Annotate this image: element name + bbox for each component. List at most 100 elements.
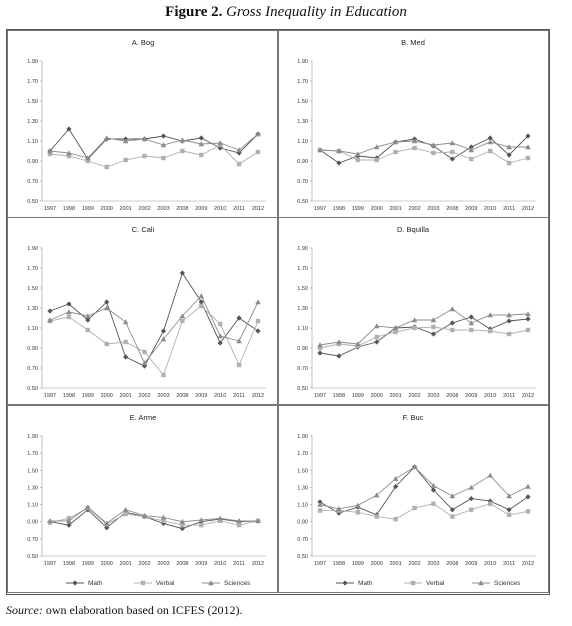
chart-svg: A. Bog 0.50 0.70 0.90 1.10 1.30 1.50 1.70 1.90 19… [27, 38, 266, 212]
x-tick-label: 2003 [427, 206, 439, 212]
data-point [468, 320, 475, 326]
data-point [85, 317, 91, 323]
data-point [160, 328, 167, 334]
data-point [355, 157, 361, 163]
data-point [141, 360, 148, 366]
data-point [85, 313, 91, 319]
data-point [180, 318, 185, 324]
chart-title: A. Bog [132, 38, 155, 47]
data-point [104, 299, 110, 305]
x-tick-label: 2011 [233, 561, 245, 567]
series-line [319, 326, 529, 349]
data-point [179, 137, 186, 143]
data-point [412, 325, 417, 331]
x-tick-label: 2001 [120, 206, 132, 212]
y-tick-label: 0.70 [297, 366, 308, 372]
series-line [49, 305, 259, 376]
data-point [47, 308, 53, 314]
data-point [431, 501, 436, 506]
y-tick-label: 1.90 [297, 59, 308, 65]
y-tick-label: 0.50 [27, 554, 38, 560]
data-point [217, 340, 223, 346]
y-tick-label: 1.90 [27, 246, 38, 252]
chart-panel-bquilla: D. Bquilla 0.50 0.70 0.90 1.10 1.30 1.50 1.70 1.… [277, 217, 549, 405]
data-point [373, 323, 380, 329]
y-tick-label: 0.50 [297, 199, 308, 205]
data-point [506, 160, 512, 166]
data-point [217, 518, 223, 524]
data-point [469, 156, 474, 162]
x-tick-label: 2008 [176, 206, 188, 212]
data-point [317, 342, 323, 348]
data-point [506, 331, 512, 337]
data-point [374, 514, 379, 519]
data-point [506, 318, 512, 324]
series-line [49, 144, 259, 168]
data-point [525, 144, 531, 150]
legend-label: Verbal [156, 580, 175, 587]
data-point [506, 493, 512, 499]
data-point [317, 350, 323, 356]
x-tick-label: 2008 [446, 561, 458, 567]
data-point [355, 510, 361, 515]
data-point [85, 504, 91, 510]
data-point [449, 306, 456, 312]
data-point [123, 511, 128, 517]
data-point [336, 148, 342, 154]
series-line [49, 271, 259, 367]
y-tick-label: 1.30 [27, 485, 38, 491]
y-tick-label: 0.90 [27, 346, 38, 352]
data-point [180, 522, 185, 528]
data-point [217, 321, 223, 327]
data-point [506, 507, 512, 513]
series-line [319, 466, 529, 510]
series-line [320, 503, 529, 520]
data-point [506, 144, 512, 150]
data-point [487, 312, 493, 318]
chart-panel-bog: A. Bog 0.50 0.70 0.90 1.10 1.30 1.50 1.70 1.90 19… [7, 30, 279, 218]
data-point [85, 155, 91, 161]
x-tick-label: 1999 [352, 393, 364, 399]
data-point [392, 325, 399, 331]
series-verbal [317, 145, 531, 166]
data-point [449, 320, 455, 326]
chart-legend: Math Verbal Sciences [66, 580, 251, 587]
x-tick-label: 1998 [63, 393, 75, 399]
x-tick-label: 2001 [120, 393, 132, 399]
x-tick-label: 1999 [82, 206, 94, 212]
data-point [430, 331, 437, 337]
data-point [66, 126, 72, 132]
chart-title: B. Med [401, 38, 425, 47]
data-point [161, 518, 166, 524]
chart-title: F. Buc [403, 413, 424, 422]
y-tick-label: 1.90 [27, 434, 38, 440]
data-point [85, 327, 91, 333]
y-tick-label: 1.30 [297, 306, 308, 312]
data-point [525, 155, 531, 161]
x-tick-label: 1997 [314, 393, 326, 399]
data-point [506, 312, 512, 318]
series-line [49, 295, 259, 364]
data-point [160, 133, 167, 139]
x-tick-label: 2003 [157, 561, 169, 567]
data-point [430, 317, 437, 323]
data-point [47, 317, 53, 323]
y-tick-label: 0.50 [27, 199, 38, 205]
y-tick-label: 1.30 [27, 306, 38, 312]
series-sciences [317, 464, 531, 512]
data-point [161, 372, 166, 378]
data-point [236, 522, 242, 528]
source-note: Source: own elaboration based on ICFES (… [6, 603, 243, 618]
x-tick-label: 2012 [252, 393, 264, 399]
legend-label: Verbal [426, 580, 445, 587]
data-point [506, 152, 512, 158]
x-tick-label: 1998 [63, 561, 75, 567]
data-point [525, 483, 531, 489]
y-tick-label: 1.90 [27, 59, 38, 65]
data-point [141, 136, 148, 142]
data-point [179, 518, 186, 524]
series-math [317, 314, 531, 359]
x-tick-label: 2001 [390, 393, 402, 399]
data-point [355, 502, 361, 508]
x-tick-label: 2000 [101, 393, 113, 399]
